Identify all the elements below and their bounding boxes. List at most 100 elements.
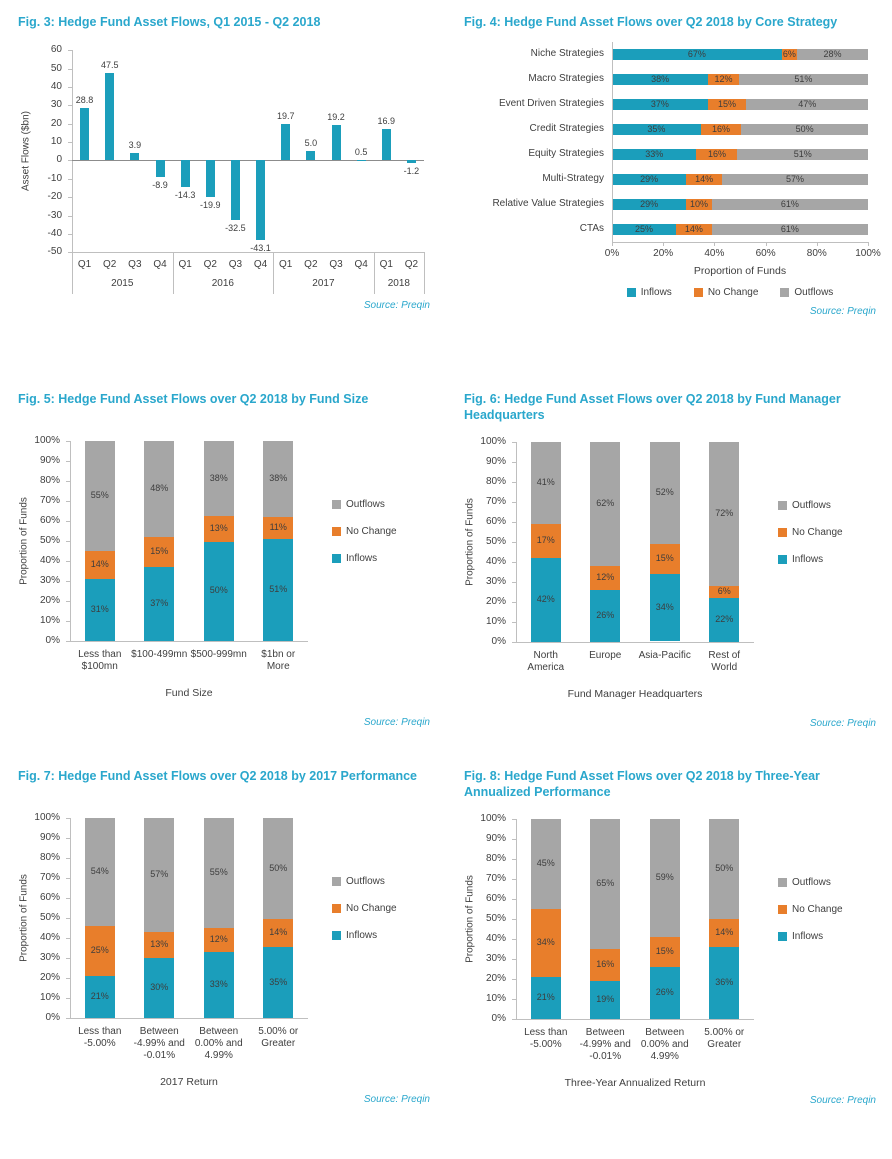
fig6-chart: 0% 10% 20% 30% 40% 50% 60% 70% 80% 90% 100% Proport… [464, 430, 876, 716]
segment [84, 818, 115, 926]
group-divider [373, 252, 375, 295]
segment [649, 966, 680, 1019]
y-axis-line [72, 50, 73, 253]
y-tick-label: 30% [39, 952, 60, 963]
y-tick-label: 40% [39, 555, 60, 566]
segment-label: 33% [209, 979, 228, 989]
segment [590, 818, 621, 949]
segment-label: 15% [718, 99, 737, 110]
y-tick-label: 100% [480, 812, 506, 824]
legend-item: Inflows [332, 930, 397, 941]
segment [709, 918, 740, 947]
segment [590, 980, 621, 1019]
segment-label: 22% [715, 613, 734, 624]
y-tick-mark [512, 641, 516, 643]
fig7-panel: Fig. 7: Hedge Fund Asset Flows over Q2 2… [0, 760, 446, 1137]
segment-label: 31% [90, 604, 109, 614]
segment-label: 52% [655, 486, 674, 497]
fig3-source: Source: Preqin [363, 300, 430, 312]
segment-label: 72% [715, 507, 734, 518]
fig6-source: Source: Preqin [809, 717, 876, 729]
x-axis-line [70, 1018, 308, 1019]
legend-swatch [780, 288, 790, 298]
segment-label: 36% [715, 976, 734, 987]
segment [711, 224, 868, 236]
segment-label: 26% [655, 986, 674, 997]
segment [263, 517, 294, 539]
bar-value-label: 47.5 [100, 60, 119, 71]
legend-label: No Change [792, 903, 843, 915]
bar [230, 160, 240, 221]
segment-label: 55% [90, 490, 109, 500]
segment-label: 59% [655, 871, 674, 882]
y-tick-mark [68, 105, 72, 107]
segment-label: 38% [269, 473, 288, 483]
group-divider [273, 252, 275, 295]
legend: Outflows No Change Inflows [778, 877, 843, 958]
y-tick-mark [512, 958, 516, 960]
legend-swatch [778, 931, 787, 941]
y-tick-mark [68, 160, 72, 162]
segment-label: 35% [269, 976, 288, 987]
y-tick-label: 100% [480, 435, 506, 447]
segment-label: 50% [209, 585, 228, 596]
bar-value-label: 3.9 [128, 140, 142, 151]
y-tick-mark [512, 581, 516, 583]
legend-item: Inflows [332, 553, 397, 564]
y-tick-mark [66, 561, 70, 562]
segment [746, 99, 868, 111]
segment-label: 12% [596, 571, 615, 582]
fig3-panel: Fig. 3: Hedge Fund Asset Flows, Q1 2015 … [0, 6, 446, 383]
segment-label: 29% [640, 199, 659, 210]
segment-label: 26% [596, 609, 615, 620]
bar-value-label: 28.8 [75, 94, 94, 105]
x-axis-title: 2017 Return [160, 1076, 218, 1088]
segment [737, 149, 868, 161]
x-tick-label: 60% [755, 248, 776, 260]
y-tick-label: 10% [485, 992, 506, 1004]
segment [709, 946, 740, 1019]
y-tick-mark [68, 50, 72, 52]
bar-value-label: -32.5 [225, 223, 246, 234]
segment-label: 19% [596, 993, 615, 1004]
bar [130, 153, 140, 161]
quarter-label: Q1 [178, 259, 192, 271]
segment [612, 74, 709, 86]
legend-label: Outflows [346, 499, 385, 510]
y-tick-mark [512, 601, 516, 603]
y-axis-line [70, 818, 71, 1018]
segment-label: 37% [150, 598, 169, 608]
legend-item: No Change [778, 527, 843, 538]
legend-label: No Change [346, 526, 397, 537]
y-tick-label: -40 [47, 227, 62, 239]
segment [144, 932, 175, 958]
y-tick-mark [68, 252, 72, 254]
x-tick-mark [663, 242, 665, 247]
segment-label: 61% [780, 199, 799, 210]
segment-label: 47% [798, 99, 817, 110]
legend-label: Outflows [794, 287, 834, 299]
y-tick-label: 10% [485, 615, 506, 627]
segment-label: 54% [90, 866, 109, 876]
fig5-panel: Fig. 5: Hedge Fund Asset Flows over Q2 2… [0, 383, 446, 760]
y-tick-label: 30% [485, 952, 506, 964]
segment-label: 14% [715, 926, 734, 937]
fig5-chart: 0% 10% 20% 30% 40% 50% 60% 70% 80% 90% 100% Proport… [18, 429, 430, 715]
y-tick-mark [68, 233, 72, 235]
bar [281, 124, 291, 161]
segment-label: 34% [655, 601, 674, 612]
fig6-panel: Fig. 6: Hedge Fund Asset Flows over Q2 2… [446, 383, 892, 760]
segment [144, 441, 175, 537]
segment [530, 908, 561, 977]
y-tick-mark [512, 1018, 516, 1020]
legend-swatch [332, 554, 341, 563]
segment [263, 441, 294, 517]
segment [203, 541, 234, 641]
segment-label: 14% [90, 559, 109, 569]
y-tick-label: 80% [485, 852, 506, 864]
y-tick-label: 20 [50, 117, 62, 129]
y-tick-mark [512, 481, 516, 483]
segment-label: 61% [780, 224, 799, 235]
category-label: $1bn or More [261, 649, 296, 672]
fig3-title: Fig. 3: Hedge Fund Asset Flows, Q1 2015 … [18, 15, 321, 29]
